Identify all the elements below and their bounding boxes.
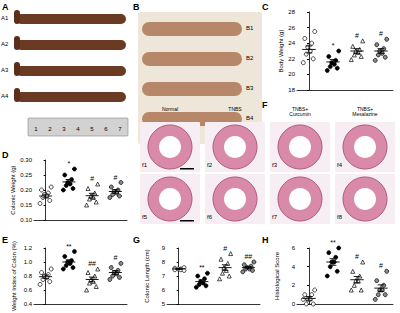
svg-text:20: 20 bbox=[288, 71, 295, 77]
svg-text:#: # bbox=[379, 30, 383, 37]
svg-text:TNBS+: TNBS+ bbox=[291, 105, 309, 112]
svg-text:#: # bbox=[113, 254, 117, 261]
svg-text:0.25: 0.25 bbox=[20, 172, 32, 178]
svg-text:6: 6 bbox=[104, 126, 108, 132]
svg-text:#: # bbox=[379, 262, 383, 269]
svg-text:A4: A4 bbox=[1, 93, 9, 99]
svg-text:28: 28 bbox=[288, 9, 295, 15]
svg-text:A3: A3 bbox=[1, 67, 9, 73]
svg-text:**: ** bbox=[199, 264, 205, 271]
svg-text:1.0: 1.0 bbox=[24, 259, 33, 265]
svg-text:Histological Score: Histological Score bbox=[274, 251, 280, 300]
svg-text:*: * bbox=[332, 42, 335, 49]
svg-text:Colonic Weight (g): Colonic Weight (g) bbox=[10, 165, 16, 214]
svg-text:Normal: Normal bbox=[162, 106, 178, 112]
svg-text:1.2: 1.2 bbox=[24, 245, 33, 251]
svg-text:Mesalazine: Mesalazine bbox=[352, 111, 378, 117]
svg-text:f3: f3 bbox=[272, 162, 278, 168]
svg-text:f8: f8 bbox=[337, 214, 343, 220]
svg-text:f7: f7 bbox=[272, 214, 278, 220]
svg-text:#: # bbox=[90, 175, 94, 182]
svg-text:6: 6 bbox=[162, 287, 166, 293]
svg-text:Curcumin: Curcumin bbox=[289, 111, 311, 117]
svg-text:24: 24 bbox=[288, 40, 295, 46]
svg-text:5: 5 bbox=[162, 301, 166, 307]
svg-text:Weight Index of Colon (%): Weight Index of Colon (%) bbox=[11, 241, 17, 311]
svg-text:Colonic Length (cm): Colonic Length (cm) bbox=[144, 249, 150, 303]
svg-text:F: F bbox=[262, 100, 268, 110]
svg-text:0.4: 0.4 bbox=[24, 301, 33, 307]
svg-text:4: 4 bbox=[292, 264, 296, 270]
svg-text:6: 6 bbox=[292, 245, 296, 251]
svg-text:7: 7 bbox=[162, 273, 166, 279]
svg-text:D: D bbox=[2, 150, 9, 160]
svg-text:f4: f4 bbox=[337, 162, 343, 168]
svg-text:B2: B2 bbox=[246, 55, 254, 61]
svg-text:#: # bbox=[355, 253, 359, 260]
svg-text:#: # bbox=[355, 32, 359, 39]
svg-text:4: 4 bbox=[76, 126, 80, 132]
svg-text:##: ## bbox=[88, 260, 96, 267]
svg-text:2: 2 bbox=[48, 126, 52, 132]
svg-text:##: ## bbox=[244, 253, 252, 260]
svg-text:f1: f1 bbox=[142, 162, 148, 168]
svg-text:B: B bbox=[133, 2, 140, 12]
svg-text:B1: B1 bbox=[246, 25, 254, 31]
svg-text:9: 9 bbox=[162, 245, 166, 251]
svg-text:18: 18 bbox=[288, 87, 295, 93]
svg-text:26: 26 bbox=[288, 25, 295, 31]
svg-text:TNBS+: TNBS+ bbox=[356, 105, 374, 112]
svg-text:A2: A2 bbox=[1, 41, 9, 47]
svg-text:0.10: 0.10 bbox=[20, 217, 32, 223]
svg-text:#: # bbox=[113, 174, 117, 181]
svg-text:E: E bbox=[2, 235, 8, 245]
svg-text:7: 7 bbox=[118, 126, 122, 132]
svg-text:8: 8 bbox=[162, 259, 166, 265]
svg-text:A: A bbox=[2, 2, 9, 12]
svg-text:*: * bbox=[68, 160, 71, 167]
svg-text:A1: A1 bbox=[1, 15, 9, 21]
svg-text:22: 22 bbox=[288, 56, 295, 62]
svg-text:0: 0 bbox=[292, 301, 296, 307]
svg-text:f5: f5 bbox=[142, 214, 148, 220]
svg-text:G: G bbox=[133, 235, 140, 245]
svg-text:**: ** bbox=[330, 239, 336, 246]
svg-text:2: 2 bbox=[292, 282, 296, 288]
svg-text:#: # bbox=[223, 245, 227, 252]
svg-text:H: H bbox=[262, 235, 269, 245]
svg-text:f6: f6 bbox=[207, 214, 213, 220]
svg-text:5: 5 bbox=[90, 126, 94, 132]
svg-text:0.8: 0.8 bbox=[24, 273, 33, 279]
svg-text:0.15: 0.15 bbox=[20, 202, 32, 208]
svg-text:0.20: 0.20 bbox=[20, 187, 32, 193]
svg-text:3: 3 bbox=[62, 126, 66, 132]
svg-text:**: ** bbox=[66, 243, 72, 250]
svg-text:B4: B4 bbox=[246, 115, 254, 121]
svg-text:TNBS: TNBS bbox=[228, 106, 242, 112]
svg-text:C: C bbox=[262, 2, 269, 12]
svg-text:f2: f2 bbox=[207, 162, 213, 168]
svg-text:0.6: 0.6 bbox=[24, 287, 33, 293]
svg-text:0.30: 0.30 bbox=[20, 157, 32, 163]
svg-text:1: 1 bbox=[34, 126, 38, 132]
svg-text:B3: B3 bbox=[246, 85, 254, 91]
svg-text:Body Weight (g): Body Weight (g) bbox=[278, 30, 284, 73]
